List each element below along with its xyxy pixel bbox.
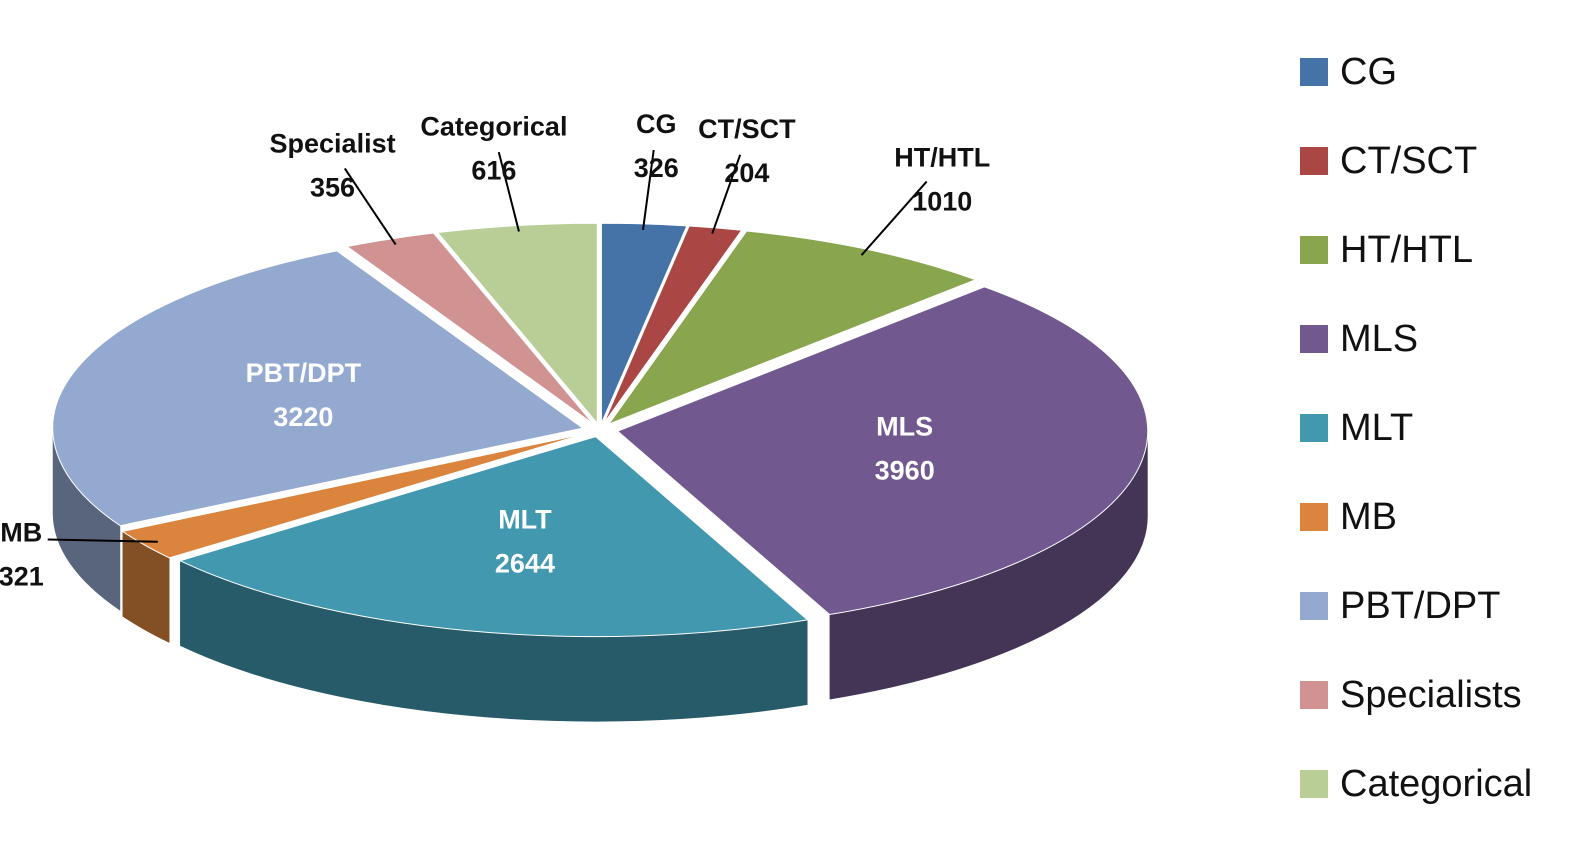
legend-label: MLT [1340,407,1413,449]
data-label-value: 3220 [273,402,333,432]
data-label-value: 3960 [875,456,935,486]
data-labels: CG 326 CT/SCT 204 HT/HTL 1010 MLS 3960 MLT 2644 MB… [0,109,990,591]
legend-swatch [1300,503,1328,531]
data-label-name: CG [636,109,677,139]
leader-line [860,180,928,256]
data-label-value: 2644 [495,548,555,578]
leader-line [642,149,655,230]
legend-swatch [1300,58,1328,86]
pie-slice-side [122,531,170,643]
data-label-value: 204 [724,158,769,188]
pie-slice [52,250,584,527]
data-label-value: 616 [471,155,516,185]
legend-label: HT/HTL [1340,229,1473,271]
legend-swatch [1300,236,1328,264]
data-label-value: 356 [310,172,355,202]
pie-slice [616,286,1149,616]
legend-label: MLS [1340,318,1418,360]
data-label-name: MLS [876,412,933,442]
pie-slice-side [52,428,121,611]
pie-slice-side [180,560,808,722]
data-label-name: MLT [498,504,552,534]
legend-label: Categorical [1340,763,1532,805]
leader-line [711,154,742,235]
data-label-name: Specialist [270,128,396,158]
pie-slice [603,225,743,424]
leader-line [343,167,397,246]
legend-swatch [1300,325,1328,353]
legend-swatch [1300,147,1328,175]
legend-swatch [1300,770,1328,798]
data-label-name: PBT/DPT [246,358,362,388]
data-label-name: HT/HTL [894,142,990,172]
pie-slice [607,230,978,426]
pie-tops [52,222,1149,638]
pie-slice [345,232,594,425]
pie-slice [121,433,586,559]
pie-slice-side [829,431,1148,700]
pie-walls [52,428,1148,722]
legend-swatch [1300,681,1328,709]
data-label-value: 326 [634,153,679,183]
data-label-name: MB [0,517,42,547]
legend-label: CG [1340,51,1397,93]
pie-slice [178,436,809,638]
legend-swatch [1300,592,1328,620]
legend-label: MB [1340,496,1397,538]
data-label-value: 321 [0,561,44,591]
data-label-name: CT/SCT [698,114,796,144]
legend: CG CT/SCT HT/HTL MLS MLT MB PBT/DPT Specialists… [1300,51,1532,805]
legend-swatch [1300,414,1328,442]
leader-line [47,538,158,543]
data-label-name: Categorical [420,111,567,141]
legend-label: Specialists [1340,674,1522,716]
legend-label: PBT/DPT [1340,585,1500,627]
leader-line [497,151,520,232]
legend-label: CT/SCT [1340,140,1477,182]
data-label-value: 1010 [912,186,972,216]
